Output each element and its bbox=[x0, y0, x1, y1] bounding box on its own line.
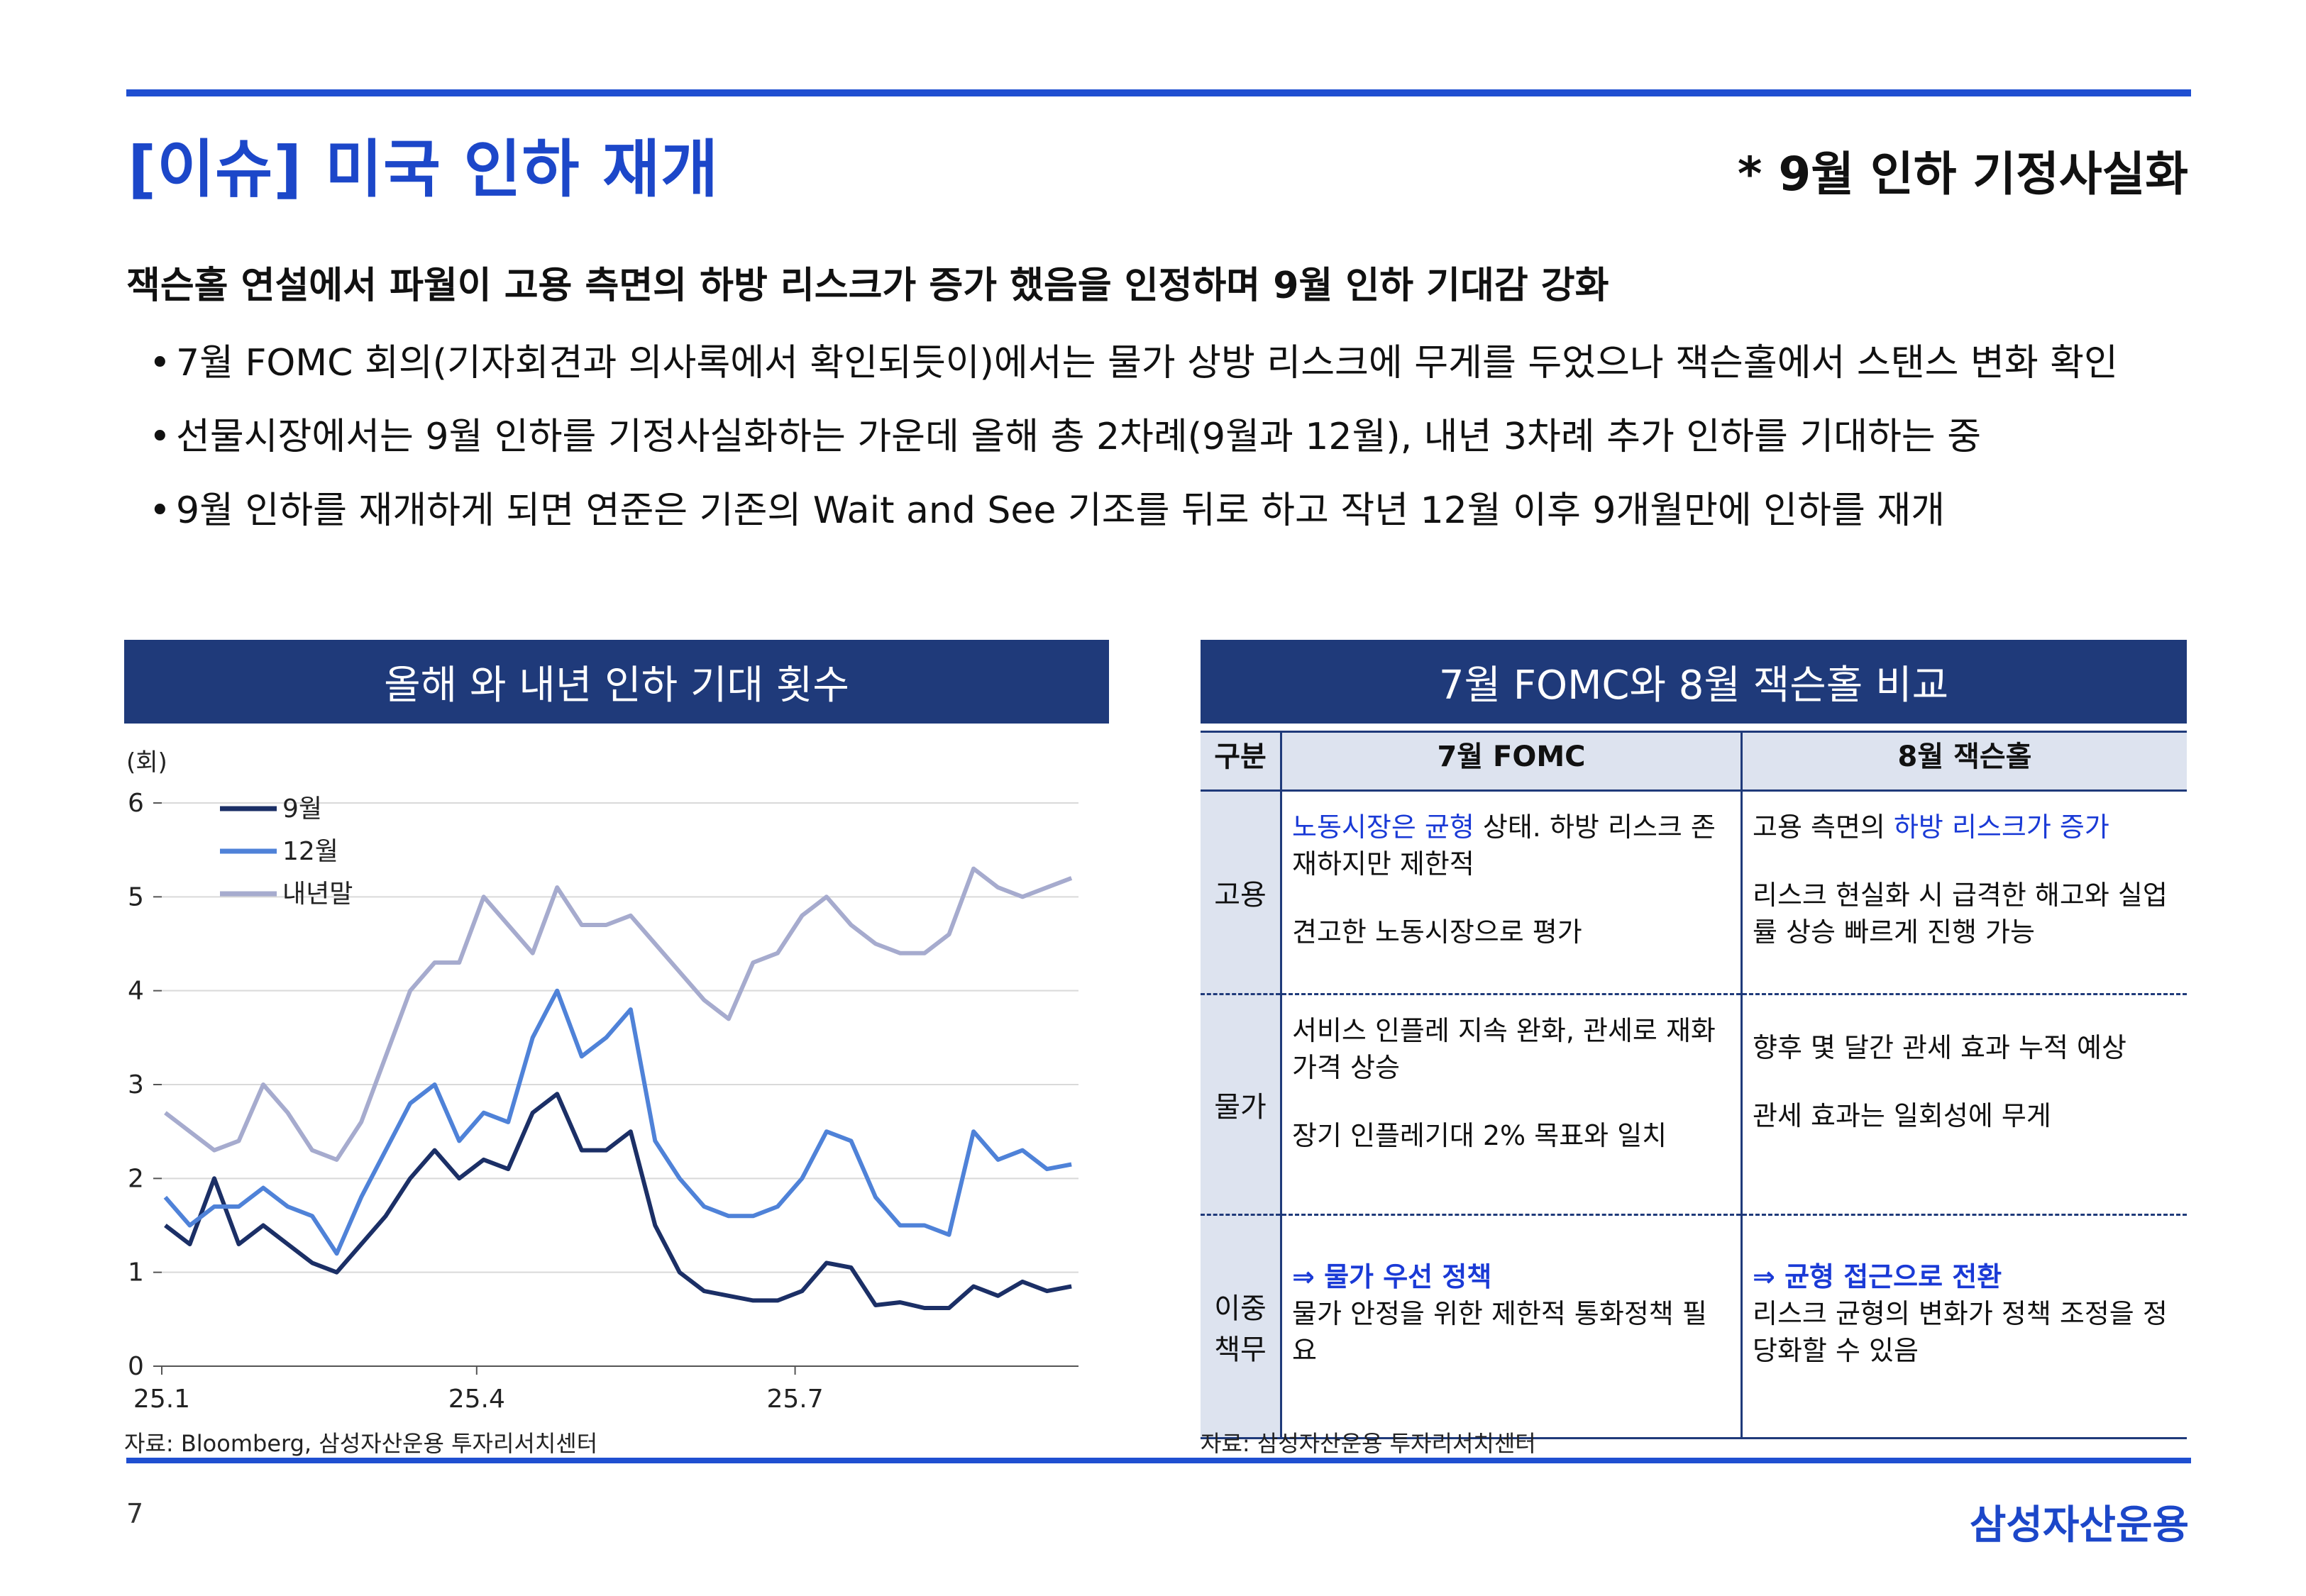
y-tick-label: 3 bbox=[128, 1070, 144, 1099]
bullet-item: • 선물시장에서는 9월 인하를 기정사실화하는 가운데 올해 총 2차례(9월과… bbox=[149, 400, 2207, 474]
chart-lines bbox=[163, 866, 1073, 1310]
highlight-text: 노동시장은 균형 bbox=[1292, 811, 1474, 843]
legend-label: 9월 bbox=[282, 794, 322, 824]
chart-grid bbox=[162, 802, 1078, 1273]
chart-source: 자료: Bloomberg, 삼성자산운용 투자리서치센터 bbox=[124, 1430, 598, 1457]
bullet-text: 9월 인하를 재개하게 되면 연준은 기존의 Wait and See 기조를 … bbox=[176, 489, 1946, 532]
cell-text: 장기 인플레기대 2% 목표와 일치 bbox=[1292, 1120, 1667, 1151]
bullet-text: 선물시장에서는 9월 인하를 기정사실화하는 가운데 올해 총 2차례(9월과 … bbox=[176, 416, 1982, 458]
cell-text: 리스크 균형의 변화가 정책 조정을 정당화할 수 있음 bbox=[1753, 1298, 2168, 1366]
table-row: 이중 책무 ⇒ 물가 우선 정책 물가 안정을 위한 제한적 통화정책 필요 ⇒… bbox=[1201, 1214, 2187, 1439]
cell-heading: ⇒ 균형 접근으로 전환 bbox=[1753, 1261, 2002, 1292]
table-row: 고용 노동시장은 균형 상태. 하방 리스크 존재하지만 제한적 견고한 노동시… bbox=[1201, 790, 2188, 994]
row-category: 물가 bbox=[1201, 993, 1282, 1215]
fomc-cell: 노동시장은 균형 상태. 하방 리스크 존재하지만 제한적 견고한 노동시장으로… bbox=[1281, 790, 1743, 994]
column-header: 구분 bbox=[1201, 731, 1281, 792]
table-row: 물가 서비스 인플레 지속 완화, 관세로 재화 가격 상승 장기 인플레기대 … bbox=[1201, 993, 2187, 1215]
series-line-3 bbox=[164, 866, 1073, 1162]
fomc-cell: 서비스 인플레 지속 완화, 관세로 재화 가격 상승 장기 인플레기대 2% … bbox=[1281, 993, 1743, 1215]
x-tick-label: 25.4 bbox=[448, 1385, 505, 1414]
cell-text: 물가 안정을 위한 제한적 통화정책 필요 bbox=[1292, 1298, 1707, 1366]
series-line-1 bbox=[164, 1092, 1072, 1310]
fomc-cell: ⇒ 물가 우선 정책 물가 안정을 위한 제한적 통화정책 필요 bbox=[1281, 1214, 1743, 1439]
bullet-list: • 7월 FOMC 회의(기자회견과 의사록에서 확인되듯이)에서는 물가 상방 … bbox=[149, 326, 2207, 548]
table-header-row: 구분 7월 FOMC 8월 잭슨홀 bbox=[1201, 731, 2187, 792]
y-tick-label: 1 bbox=[128, 1258, 144, 1287]
table-panel-heading: 7월 FOMC와 8월 잭슨홀 비교 bbox=[1201, 640, 2187, 724]
chart-axes: (회) 0 1 2 3 4 5 6 25.1 25.4 25.7 bbox=[126, 748, 1078, 1414]
comparison-table: 구분 7월 FOMC 8월 잭슨홀 고용 노동시장은 균형 상태. 하방 리스크… bbox=[1201, 731, 2187, 1439]
cell-text: 고용 측면의 bbox=[1753, 811, 1894, 843]
y-tick-label: 5 bbox=[128, 882, 144, 911]
bullet-item: • 9월 인하를 재개하게 되면 연준은 기존의 Wait and See 기조를… bbox=[149, 474, 2207, 548]
lead-text: 잭슨홀 연설에서 파월이 고용 측면의 하방 리스크가 증가 했음을 인정하며 … bbox=[126, 265, 1609, 307]
cell-text: 관세 효과는 일회성에 무게 bbox=[1753, 1100, 2051, 1131]
bullet-marker: • bbox=[149, 489, 171, 532]
category-line: 책무 bbox=[1214, 1334, 1267, 1366]
bullet-text: 7월 FOMC 회의(기자회견과 의사록에서 확인되듯이)에서는 물가 상방 리… bbox=[176, 342, 2118, 384]
header-note: * 9월 인하 기정사실화 bbox=[1737, 147, 2188, 201]
column-header: 7월 FOMC bbox=[1280, 731, 1742, 792]
bullet-item: • 7월 FOMC 회의(기자회견과 의사록에서 확인되듯이)에서는 물가 상방 … bbox=[149, 326, 2207, 400]
jacksonhole-cell: ⇒ 균형 접근으로 전환 리스크 균형의 변화가 정책 조정을 정당화할 수 있… bbox=[1741, 1214, 2187, 1439]
chart-panel-heading: 올해 와 내년 인하 기대 횟수 bbox=[124, 640, 1109, 724]
cell-text: 서비스 인플레 지속 완화, 관세로 재화 가격 상승 bbox=[1292, 1015, 1716, 1083]
jacksonhole-cell: 향후 몇 달간 관세 효과 누적 예상 관세 효과는 일회성에 무게 bbox=[1741, 993, 2187, 1215]
legend-label: 내년말 bbox=[282, 880, 353, 909]
cell-text: 견고한 노동시장으로 평가 bbox=[1292, 916, 1582, 948]
row-category: 이중 책무 bbox=[1201, 1214, 1282, 1439]
legend-label: 12월 bbox=[282, 837, 338, 866]
y-tick-label: 2 bbox=[128, 1164, 144, 1193]
series-line-2 bbox=[163, 988, 1072, 1256]
highlight-text: 하방 리스크가 증가 bbox=[1893, 811, 2109, 843]
page-title: [이슈] 미국 인하 재개 bbox=[128, 133, 719, 206]
category-line: 이중 bbox=[1214, 1292, 1267, 1325]
y-tick-label: 4 bbox=[128, 977, 144, 1006]
table-source: 자료: 삼성자산운용 투자리서치센터 bbox=[1201, 1430, 1536, 1457]
bottom-divider bbox=[126, 1458, 2191, 1463]
top-divider bbox=[126, 89, 2191, 96]
jacksonhole-cell: 고용 측면의 하방 리스크가 증가 리스크 현실화 시 급격한 해고와 실업률 … bbox=[1742, 791, 2188, 994]
cell-text: 상태. 하방 리스크 존재하지만 제한적 bbox=[1292, 811, 1716, 880]
cell-text: 향후 몇 달간 관세 효과 누적 예상 bbox=[1753, 1032, 2126, 1063]
y-unit-label: (회) bbox=[126, 748, 167, 777]
page-number: 7 bbox=[126, 1498, 144, 1529]
row-category: 고용 bbox=[1201, 790, 1282, 994]
column-header: 8월 잭슨홀 bbox=[1740, 731, 2187, 792]
cell-heading: ⇒ 물가 우선 정책 bbox=[1292, 1261, 1492, 1292]
x-tick-label: 25.7 bbox=[766, 1385, 823, 1414]
bullet-marker: • bbox=[149, 416, 171, 458]
cell-text: 리스크 현실화 시 급격한 해고와 실업률 상승 빠르게 진행 가능 bbox=[1753, 880, 2168, 948]
y-tick-label: 0 bbox=[128, 1352, 144, 1381]
brand-logo: 삼성자산운용 bbox=[1969, 1502, 2189, 1548]
x-tick-label: 25.1 bbox=[133, 1385, 190, 1414]
bullet-marker: • bbox=[149, 342, 171, 384]
y-tick-label: 6 bbox=[128, 789, 144, 818]
